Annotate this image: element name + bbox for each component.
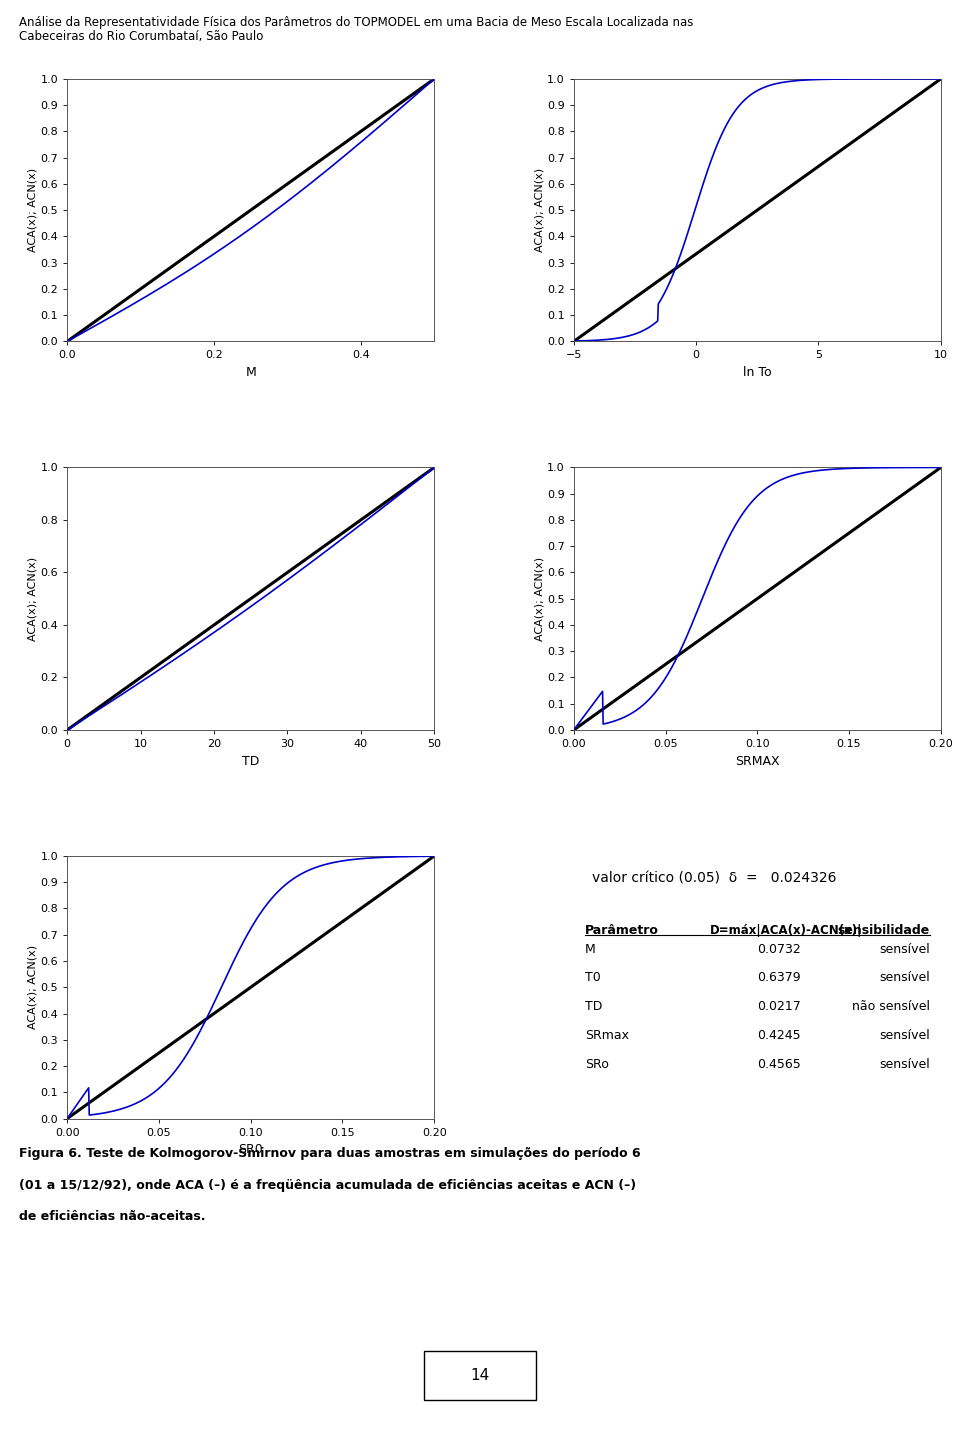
Text: TD: TD [585,1001,602,1014]
Text: 14: 14 [470,1368,490,1382]
Text: Parâmetro: Parâmetro [585,925,659,938]
Text: 0.6379: 0.6379 [757,971,801,985]
Text: SRo: SRo [585,1058,609,1071]
Y-axis label: ACA(x); ACN(x): ACA(x); ACN(x) [28,556,37,641]
Text: SRmax: SRmax [585,1030,629,1043]
Text: sensível: sensível [879,1058,930,1071]
X-axis label: SRMAX: SRMAX [735,754,780,767]
Y-axis label: ACA(x); ACN(x): ACA(x); ACN(x) [534,556,544,641]
Text: sensibilidade: sensibilidade [837,925,930,938]
Text: M: M [585,942,595,955]
Text: sensível: sensível [879,971,930,985]
Text: de eficiências não-aceitas.: de eficiências não-aceitas. [19,1210,205,1223]
Text: 0.4565: 0.4565 [757,1058,802,1071]
X-axis label: TD: TD [242,754,259,767]
Text: (01 a 15/12/92), onde ACA (–) é a freqüência acumulada de eficiências aceitas e : (01 a 15/12/92), onde ACA (–) é a freqüê… [19,1179,636,1192]
Text: sensível: sensível [879,942,930,955]
X-axis label: ln To: ln To [743,366,772,379]
Text: 0.0732: 0.0732 [757,942,802,955]
Y-axis label: ACA(x); ACN(x): ACA(x); ACN(x) [28,945,37,1030]
Text: 0.0217: 0.0217 [757,1001,802,1014]
Text: Análise da Representatividade Física dos Parâmetros do TOPMODEL em uma Bacia de : Análise da Representatividade Física dos… [19,16,693,29]
X-axis label: M: M [246,366,256,379]
Text: sensível: sensível [879,1030,930,1043]
Y-axis label: ACA(x); ACN(x): ACA(x); ACN(x) [534,168,544,252]
Text: Cabeceiras do Rio Corumbataí, São Paulo: Cabeceiras do Rio Corumbataí, São Paulo [19,30,264,43]
Text: T0: T0 [585,971,601,985]
Text: não sensível: não sensível [852,1001,930,1014]
X-axis label: SR0: SR0 [238,1143,263,1156]
Text: valor crítico (0.05)  δ  =   0.024326: valor crítico (0.05) δ = 0.024326 [592,872,836,886]
Text: D=máx|ACA(x)-ACN(x)|: D=máx|ACA(x)-ACN(x)| [709,925,862,938]
Text: 0.4245: 0.4245 [757,1030,801,1043]
Text: Figura 6. Teste de Kolmogorov-Smirnov para duas amostras em simulações do períod: Figura 6. Teste de Kolmogorov-Smirnov pa… [19,1147,641,1160]
Y-axis label: ACA(x); ACN(x): ACA(x); ACN(x) [28,168,37,252]
FancyBboxPatch shape [424,1351,536,1400]
